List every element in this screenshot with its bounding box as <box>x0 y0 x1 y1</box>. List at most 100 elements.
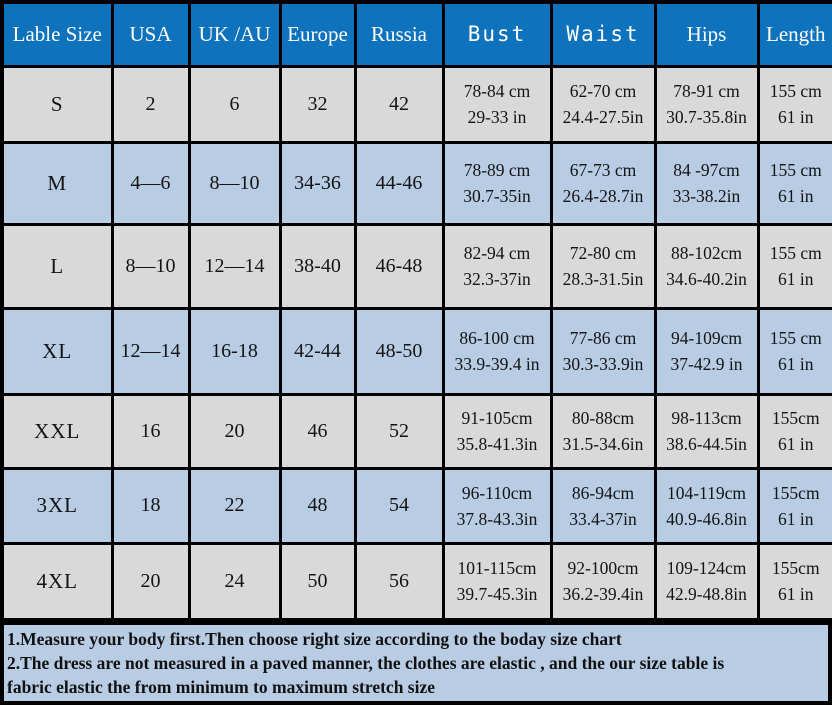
cell-hips: 98-113cm 38.6-44.5in <box>653 392 760 470</box>
hips-in: 40.9-46.8in <box>666 508 747 529</box>
cell-size-label: XL <box>0 306 114 396</box>
cell-bust: 78-89 cm 30.7-35in <box>441 140 553 226</box>
length-in: 61 in <box>778 434 814 454</box>
header-label-size: Lable Size <box>0 0 114 68</box>
cell-size-label: 4XL <box>0 541 114 622</box>
cell-europe: 34-36 <box>278 140 357 226</box>
hips-cm: 84 -97cm <box>673 160 740 180</box>
header-length: Length <box>756 0 832 68</box>
cell-hips: 84 -97cm 33-38.2in <box>653 140 760 226</box>
cell-length: 155cm 61 in <box>756 466 832 545</box>
cell-uk-au: 20 <box>187 392 282 470</box>
cell-uk-au: 24 <box>187 541 282 622</box>
cell-waist: 80-88cm 31.5-34.6in <box>549 392 657 470</box>
cell-russia: 56 <box>353 541 445 622</box>
bust-in: 32.3-37in <box>463 269 531 289</box>
cell-hips: 88-102cm 34.6-40.2in <box>653 222 760 310</box>
cell-size-label: XXL <box>0 392 114 470</box>
size-table: Lable Size USA UK /AU Europe Russia Bust… <box>0 0 832 622</box>
table-row-xxl: XXL 16 20 46 52 91-105cm 35.8-41.3in 80-8… <box>0 392 832 470</box>
cell-usa: 18 <box>110 466 191 545</box>
hips-in: 30.7-35.8in <box>666 107 747 127</box>
cell-waist: 62-70 cm 24.4-27.5in <box>549 64 657 144</box>
cell-usa: 4—6 <box>110 140 191 226</box>
cell-length: 155 cm 61 in <box>756 140 832 226</box>
cell-bust: 91-105cm 35.8-41.3in <box>441 392 553 470</box>
waist-in: 31.5-34.6in <box>562 434 644 454</box>
cell-length: 155 cm 61 in <box>756 222 832 310</box>
cell-length: 155 cm 61 in <box>756 64 832 144</box>
table-row-4xl: 4XL 20 24 50 56 101-115cm 39.7-45.3in 92-… <box>0 541 832 622</box>
cell-uk-au: 6 <box>187 64 282 144</box>
length-in: 61 in <box>778 107 814 127</box>
cell-usa: 8—10 <box>110 222 191 310</box>
table-row-xl: XL 12—14 16-18 42-44 48-50 86-100 cm 33.9… <box>0 306 832 396</box>
hips-cm: 104-119cm <box>666 482 747 503</box>
length-cm: 155 cm <box>769 160 822 180</box>
cell-russia: 42 <box>353 64 445 144</box>
bust-in: 30.7-35in <box>463 186 531 206</box>
cell-bust: 86-100 cm 33.9-39.4 in <box>441 306 553 396</box>
length-in: 61 in <box>778 508 814 529</box>
header-hips: Hips <box>653 0 760 68</box>
cell-length: 155cm 61 in <box>756 541 832 622</box>
length-cm: 155 cm <box>769 328 822 348</box>
length-cm: 155 cm <box>769 243 822 263</box>
cell-waist: 86-94cm 33.4-37in <box>549 466 657 545</box>
cell-waist: 92-100cm 36.2-39.4in <box>549 541 657 622</box>
waist-cm: 67-73 cm <box>569 160 637 180</box>
table-row-m: M 4—6 8—10 34-36 44-46 78-89 cm 30.7-35in… <box>0 140 832 226</box>
bust-cm: 82-94 cm <box>463 243 531 263</box>
cell-hips: 78-91 cm 30.7-35.8in <box>653 64 760 144</box>
bust-in: 35.8-41.3in <box>456 434 538 454</box>
waist-in: 28.3-31.5in <box>562 269 644 289</box>
waist-in: 30.3-33.9in <box>562 354 644 374</box>
waist-in: 36.2-39.4in <box>562 584 644 605</box>
note-line-3: fabric elastic the from minimum to maxim… <box>7 677 436 697</box>
hips-cm: 88-102cm <box>671 243 742 263</box>
length-in: 61 in <box>778 584 814 605</box>
bust-cm: 78-89 cm <box>463 160 531 180</box>
cell-size-label: L <box>0 222 114 310</box>
length-cm: 155cm <box>771 558 820 579</box>
hips-cm: 78-91 cm <box>673 81 740 101</box>
cell-uk-au: 12—14 <box>187 222 282 310</box>
cell-europe: 42-44 <box>278 306 357 396</box>
bust-in: 37.8-43.3in <box>456 508 538 529</box>
cell-uk-au: 16-18 <box>187 306 282 396</box>
header-russia: Russia <box>353 0 445 68</box>
waist-cm: 92-100cm <box>567 558 639 579</box>
length-cm: 155cm <box>771 408 820 428</box>
hips-cm: 98-113cm <box>671 408 742 428</box>
waist-cm: 72-80 cm <box>569 243 637 263</box>
cell-waist: 77-86 cm 30.3-33.9in <box>549 306 657 396</box>
cell-europe: 32 <box>278 64 357 144</box>
cell-bust: 82-94 cm 32.3-37in <box>441 222 553 310</box>
cell-hips: 94-109cm 37-42.9 in <box>653 306 760 396</box>
cell-uk-au: 22 <box>187 466 282 545</box>
cell-russia: 48-50 <box>353 306 445 396</box>
waist-cm: 86-94cm <box>571 482 635 503</box>
cell-hips: 109-124cm 42.9-48.8in <box>653 541 760 622</box>
header-usa: USA <box>110 0 191 68</box>
cell-europe: 50 <box>278 541 357 622</box>
table-row-3xl: 3XL 18 22 48 54 96-110cm 37.8-43.3in 86-9… <box>0 466 832 545</box>
cell-europe: 46 <box>278 392 357 470</box>
length-in: 61 in <box>778 354 814 374</box>
waist-cm: 77-86 cm <box>569 328 637 348</box>
cell-bust: 78-84 cm 29-33 in <box>441 64 553 144</box>
cell-russia: 54 <box>353 466 445 545</box>
cell-length: 155 cm 61 in <box>756 306 832 396</box>
header-bust: Bust <box>441 0 553 68</box>
length-cm: 155 cm <box>769 81 822 101</box>
waist-in: 26.4-28.7in <box>562 186 644 206</box>
header-europe: Europe <box>278 0 357 68</box>
cell-russia: 44-46 <box>353 140 445 226</box>
cell-size-label: M <box>0 140 114 226</box>
length-cm: 155cm <box>771 482 820 503</box>
hips-cm: 109-124cm <box>666 558 747 579</box>
bust-cm: 96-110cm <box>461 482 533 503</box>
cell-europe: 48 <box>278 466 357 545</box>
cell-usa: 2 <box>110 64 191 144</box>
